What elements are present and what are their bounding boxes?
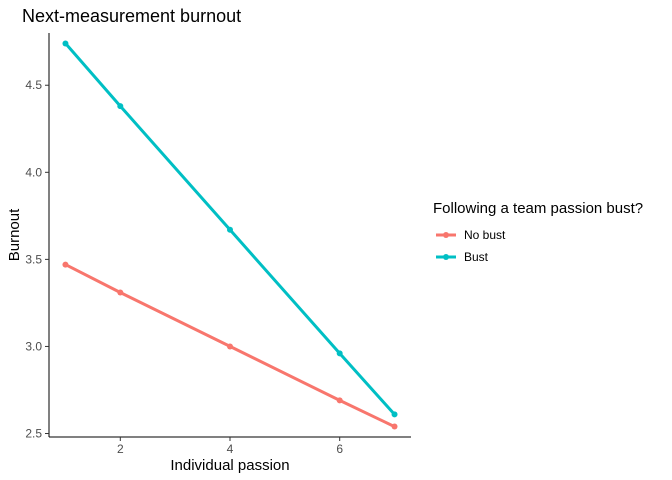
data-point-no-bust xyxy=(117,289,124,296)
y-tick-label: 3.0 xyxy=(25,339,42,353)
legend-key-point-bust xyxy=(443,254,449,260)
data-point-no-bust xyxy=(227,343,233,350)
data-point-no-bust xyxy=(62,261,69,268)
data-point-no-bust xyxy=(336,397,343,404)
x-tick-label: 6 xyxy=(336,442,343,456)
y-tick-label: 2.5 xyxy=(25,427,42,441)
x-axis-title: Individual passion xyxy=(170,457,289,474)
plot-area: 2 4 6 2.5 3.0 3.5 4.0 4.5 xyxy=(25,33,411,456)
y-tick-label: 4.0 xyxy=(25,165,42,179)
legend-label-bust: Bust xyxy=(464,250,489,264)
data-point-no-bust xyxy=(391,423,398,430)
legend-key-point-no-bust xyxy=(443,232,449,238)
data-point-bust xyxy=(227,226,233,233)
data-point-bust xyxy=(336,350,343,357)
legend-label-no-bust: No bust xyxy=(464,228,506,242)
chart-title: Next-measurement burnout xyxy=(22,6,241,26)
data-point-bust xyxy=(391,411,398,418)
legend: Following a team passion bust? No bust Bu… xyxy=(433,200,643,264)
x-tick-label: 4 xyxy=(227,442,234,456)
y-axis-title: Burnout xyxy=(6,208,23,261)
legend-title: Following a team passion bust? xyxy=(433,200,643,217)
data-point-bust xyxy=(62,40,69,47)
y-tick-label: 4.5 xyxy=(25,78,42,92)
x-tick-label: 2 xyxy=(117,442,124,456)
y-tick-label: 3.5 xyxy=(25,252,42,266)
data-point-bust xyxy=(117,103,124,110)
